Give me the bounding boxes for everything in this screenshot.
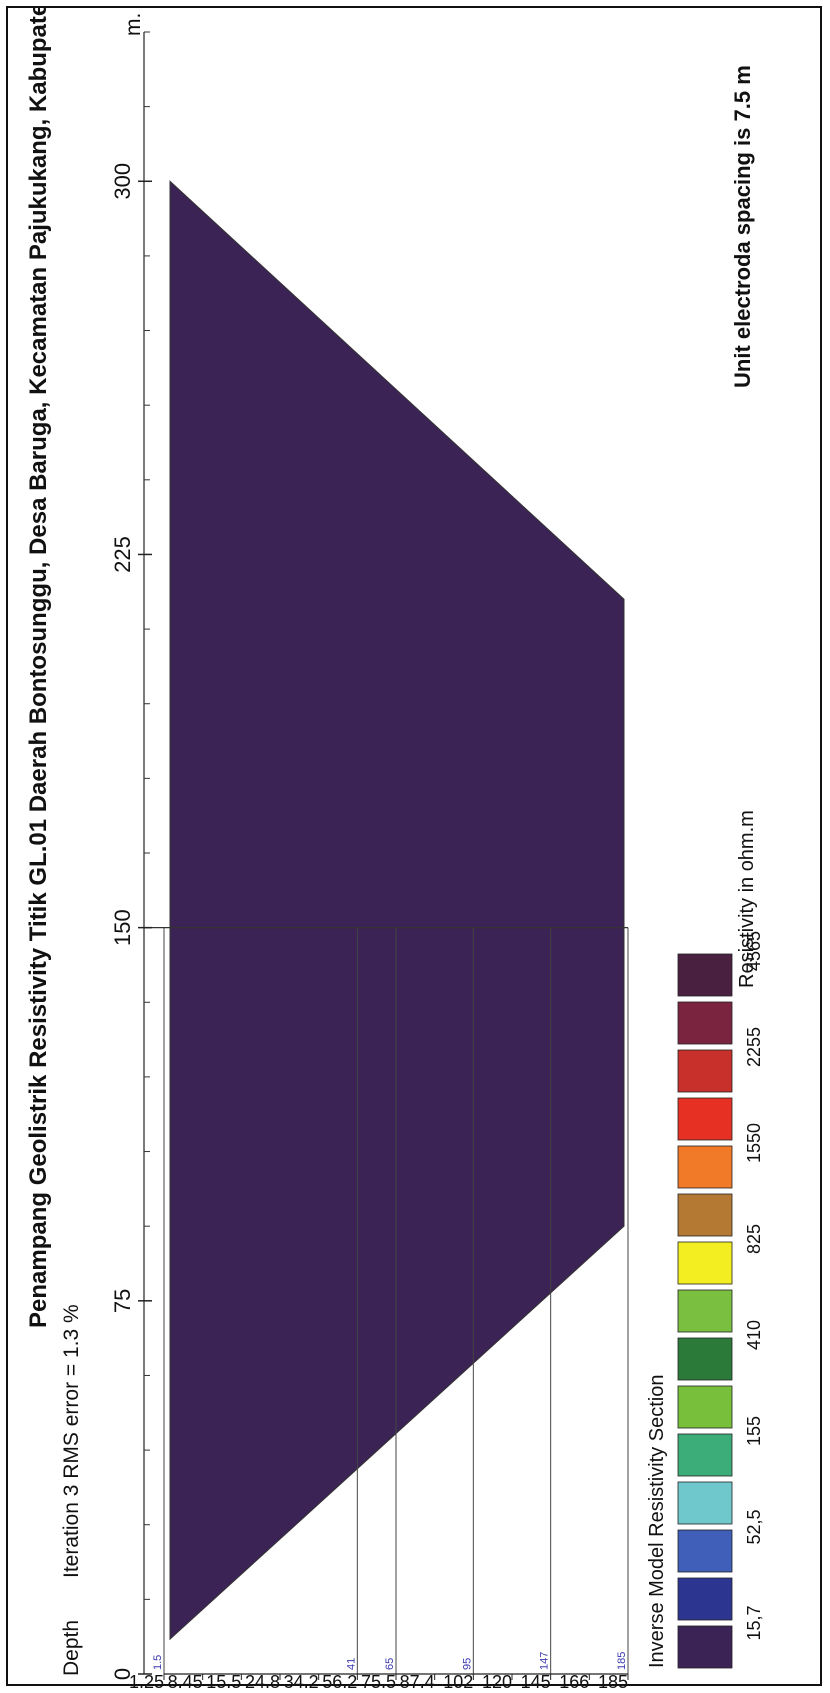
legend-swatch: [677, 953, 733, 997]
rms-error-text: Iteration 3 RMS error = 1.3 %: [60, 1304, 83, 1578]
legend-label: 155: [744, 1416, 764, 1446]
x-tick-label: 225: [110, 536, 135, 573]
legend-unit: Resistivity in ohm.m: [736, 810, 758, 988]
legend-label: 1550: [744, 1123, 764, 1163]
legend-swatch: [677, 1577, 733, 1621]
depth-tick-label: 185: [598, 1672, 628, 1688]
legend-swatch: [677, 1001, 733, 1045]
chart-frame: 1.5 41 65 95 147 185 0 75 150 225 300 1.25 8,45 15,5…: [6, 0, 822, 1692]
marker-lines: 1.5 41 65 95 147 185: [144, 927, 629, 1674]
x-tick-label: 150: [110, 909, 135, 946]
depth-tick-label: 34,2: [284, 1672, 319, 1688]
x-unit-label: m.: [122, 13, 145, 36]
depth-marker-label: 1.5: [152, 1655, 164, 1670]
x-tick-label: 0: [110, 1668, 135, 1680]
resistivity-band: [170, 181, 624, 1640]
resistivity-section: [170, 181, 624, 1640]
depth-tick-label: 120: [482, 1672, 512, 1688]
section-outline: [169, 180, 625, 1641]
legend-swatch: [677, 1049, 733, 1093]
legend-swatch: [677, 1241, 733, 1285]
depth-tick-label: 145: [521, 1672, 551, 1688]
legend-swatch: [677, 1385, 733, 1429]
legend-swatch: [677, 1529, 733, 1573]
chart-title: Penampang Geolistrik Resistivity Titik G…: [25, 8, 52, 1328]
depth-tick-label: 102: [443, 1672, 473, 1688]
legend: 15,7 52,5 155 410 825 1550 2255 4565: [677, 931, 764, 1669]
legend-swatch: [677, 1145, 733, 1189]
legend-title: Inverse Model Resistivity Section: [646, 1375, 668, 1668]
legend-swatch: [677, 1193, 733, 1237]
depth-marker-label: 95: [461, 1658, 473, 1670]
electrode-spacing-note: Unit electroda spacing is 7.5 m: [730, 65, 755, 388]
axes: 0 75 150 225 300 1.25 8,45 15,5 24,8 34,2 56,2 75,5…: [110, 31, 629, 1692]
labels: Penampang Geolistrik Resistivity Titik G…: [25, 0, 758, 1676]
legend-swatch: [677, 1097, 733, 1141]
depth-marker-label: 147: [539, 1652, 551, 1670]
x-tick-label: 75: [110, 1289, 135, 1313]
depth-tick-label: 1.25: [129, 1672, 164, 1688]
depth-tick-label: 87,4: [400, 1672, 435, 1688]
depth-tick-label: 166: [559, 1672, 589, 1688]
depth-label: Depth: [60, 1620, 83, 1676]
legend-label: 4565: [744, 931, 764, 971]
depth-marker-label: 41: [345, 1658, 357, 1670]
depth-marker-label: 65: [384, 1658, 396, 1670]
legend-swatch: [677, 1289, 733, 1333]
legend-label: 2255: [744, 1027, 764, 1067]
resistivity-chart: 1.5 41 65 95 147 185 0 75 150 225 300 1.25 8,45 15,5…: [25, 0, 764, 1692]
legend-label: 410: [744, 1320, 764, 1350]
legend-label: 15,7: [744, 1605, 764, 1640]
depth-tick-label: 15,5: [206, 1672, 241, 1688]
depth-tick-label: 75,5: [361, 1672, 396, 1688]
legend-label: 52,5: [744, 1509, 764, 1544]
depth-tick-label: 8,45: [168, 1672, 203, 1688]
legend-swatch: [677, 1337, 733, 1381]
depth-tick-label: 56,2: [322, 1672, 357, 1688]
depth-tick-label: 24,8: [245, 1672, 280, 1688]
legend-label: 825: [744, 1224, 764, 1254]
legend-swatch: [677, 1481, 733, 1525]
legend-swatch: [677, 1625, 733, 1669]
x-tick-label: 300: [110, 163, 135, 200]
depth-marker-label: 185: [616, 1652, 628, 1670]
legend-swatch: [677, 1433, 733, 1477]
